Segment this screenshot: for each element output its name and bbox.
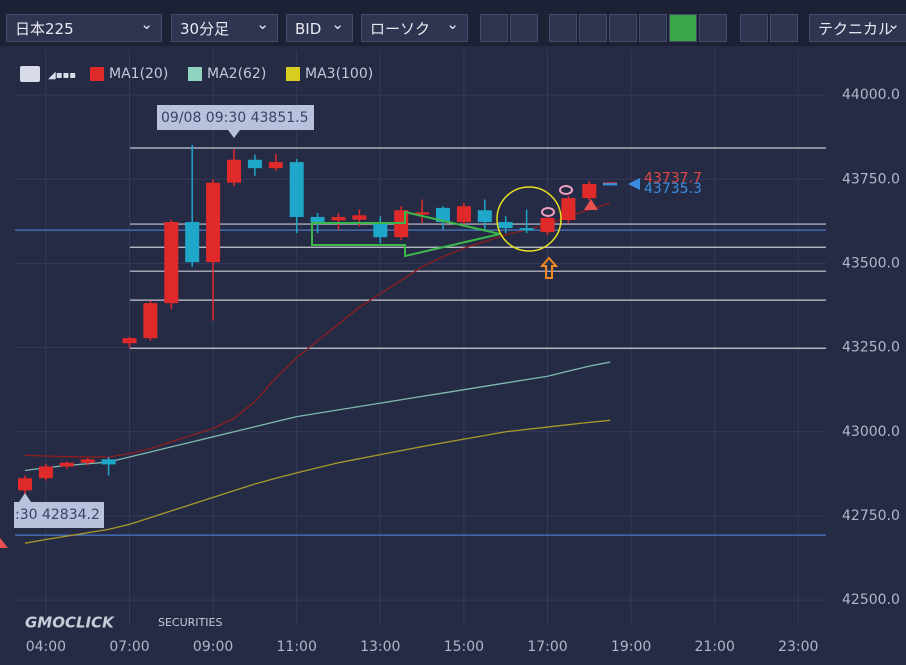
trendline-tool[interactable] bbox=[609, 14, 637, 42]
erase-tool[interactable] bbox=[740, 14, 768, 42]
crosshair-tool[interactable] bbox=[480, 14, 508, 42]
candle-body bbox=[268, 162, 283, 169]
highlight-circle bbox=[496, 186, 562, 252]
fr-tool[interactable] bbox=[669, 14, 697, 42]
legend-swatch bbox=[286, 67, 300, 81]
candle-body bbox=[415, 212, 430, 215]
green-arrow bbox=[311, 210, 501, 258]
x-tick-label: 11:00 bbox=[277, 639, 317, 655]
candle-body bbox=[185, 222, 200, 263]
technical-button[interactable]: テクニカル bbox=[809, 10, 906, 42]
candle-body bbox=[436, 207, 450, 223]
legend-label: MA2(62) bbox=[207, 66, 266, 82]
candle-body bbox=[519, 228, 534, 231]
ma-line bbox=[24, 361, 611, 472]
delete-tool[interactable] bbox=[770, 14, 798, 42]
ma-line bbox=[24, 419, 611, 544]
y-tick-label: 42500.0 bbox=[842, 592, 900, 608]
tooltip-box bbox=[14, 502, 104, 528]
toolbar: 日本225 30分足 BID ローソク テクニカル bbox=[0, 0, 906, 46]
chart-type-select[interactable]: ローソク bbox=[361, 10, 468, 42]
candle-body bbox=[38, 466, 53, 479]
candle-body bbox=[143, 303, 158, 339]
candle-body bbox=[352, 215, 367, 220]
candle-body bbox=[80, 459, 95, 463]
grid: 42500.0 42750.0 43000.0 43250.0 43500.0 43750… bbox=[15, 50, 900, 655]
signal-triangle bbox=[0, 538, 8, 548]
candle-body bbox=[59, 462, 74, 467]
legend: MA1(20) MA2(62) MA3(100) bbox=[90, 66, 373, 82]
candle-body bbox=[477, 210, 492, 223]
candle-body bbox=[247, 159, 262, 169]
candle-body bbox=[101, 459, 116, 465]
candle-body bbox=[18, 478, 32, 491]
tooltip: 09/08 09:30 43851.5 bbox=[161, 110, 309, 126]
icon: ◢▪▪▪ bbox=[48, 70, 76, 81]
x-tick-label: 23:00 bbox=[778, 639, 818, 655]
candle-body bbox=[289, 162, 304, 217]
y-tick-label: 43250.0 bbox=[842, 340, 900, 356]
y-tick-label: 43500.0 bbox=[842, 255, 900, 271]
price-select[interactable]: BID bbox=[286, 10, 353, 42]
candle-body bbox=[456, 206, 471, 223]
candle-body bbox=[164, 222, 179, 304]
pointer-tool[interactable] bbox=[510, 14, 538, 42]
price-pointer bbox=[628, 178, 640, 190]
candle-body bbox=[206, 182, 221, 263]
x-tick-label: 09:00 bbox=[193, 639, 233, 655]
candle-body bbox=[582, 183, 597, 199]
candle-body bbox=[561, 198, 576, 221]
candle-body bbox=[310, 216, 325, 223]
legend-swatch bbox=[90, 67, 104, 81]
logo-sub: SECURITIES bbox=[158, 616, 222, 629]
x-tick-label: 13:00 bbox=[360, 639, 400, 655]
tooltip-tail bbox=[228, 130, 240, 138]
chart: 42500.0 42750.0 43000.0 43250.0 43500.0 43750… bbox=[0, 50, 900, 655]
tooltip-tail bbox=[19, 493, 31, 502]
y-tick-label: 42750.0 bbox=[842, 508, 900, 524]
x-tick-label: 15:00 bbox=[444, 639, 484, 655]
candle-body bbox=[227, 159, 241, 183]
x-tick-label: 17:00 bbox=[527, 639, 567, 655]
ff-tool[interactable] bbox=[699, 14, 727, 42]
last-price-label: 43735.3 bbox=[644, 181, 702, 197]
y-tick-label: 43000.0 bbox=[842, 424, 900, 440]
marker-oval bbox=[559, 185, 573, 195]
x-tick-label: 21:00 bbox=[695, 639, 735, 655]
candle-body bbox=[373, 222, 388, 238]
symbol-select[interactable]: 日本225 bbox=[6, 10, 162, 42]
signal-triangle bbox=[584, 199, 598, 210]
x-tick-label: 07:00 bbox=[109, 639, 149, 655]
legend-label: MA1(20) bbox=[109, 66, 168, 82]
candle-body bbox=[331, 216, 346, 221]
marker-oval bbox=[541, 207, 555, 217]
legend-swatch bbox=[188, 67, 202, 81]
logo: GMOCLICK bbox=[25, 614, 115, 632]
y-tick-label: 44000.0 bbox=[842, 87, 900, 103]
candle-body bbox=[540, 217, 555, 233]
period-select[interactable]: 30分足 bbox=[171, 10, 278, 42]
y-tick-label: 43750.0 bbox=[842, 171, 900, 187]
channel-tool[interactable] bbox=[639, 14, 667, 42]
x-tick-label: 19:00 bbox=[611, 639, 651, 655]
last-price-label: 43737.7 bbox=[644, 170, 702, 186]
x-tick-label: 04:00 bbox=[26, 639, 66, 655]
vline-tool[interactable] bbox=[579, 14, 607, 42]
candle-body bbox=[122, 338, 137, 344]
tooltip-box bbox=[157, 105, 314, 130]
comment-icon[interactable] bbox=[20, 66, 40, 82]
candle-body bbox=[498, 222, 513, 229]
legend-label: MA3(100) bbox=[305, 66, 373, 82]
hline-tool[interactable] bbox=[549, 14, 577, 42]
ma-line bbox=[24, 202, 611, 458]
orange-arrow bbox=[539, 256, 559, 279]
tooltip: :30 42834.2 bbox=[15, 507, 100, 523]
